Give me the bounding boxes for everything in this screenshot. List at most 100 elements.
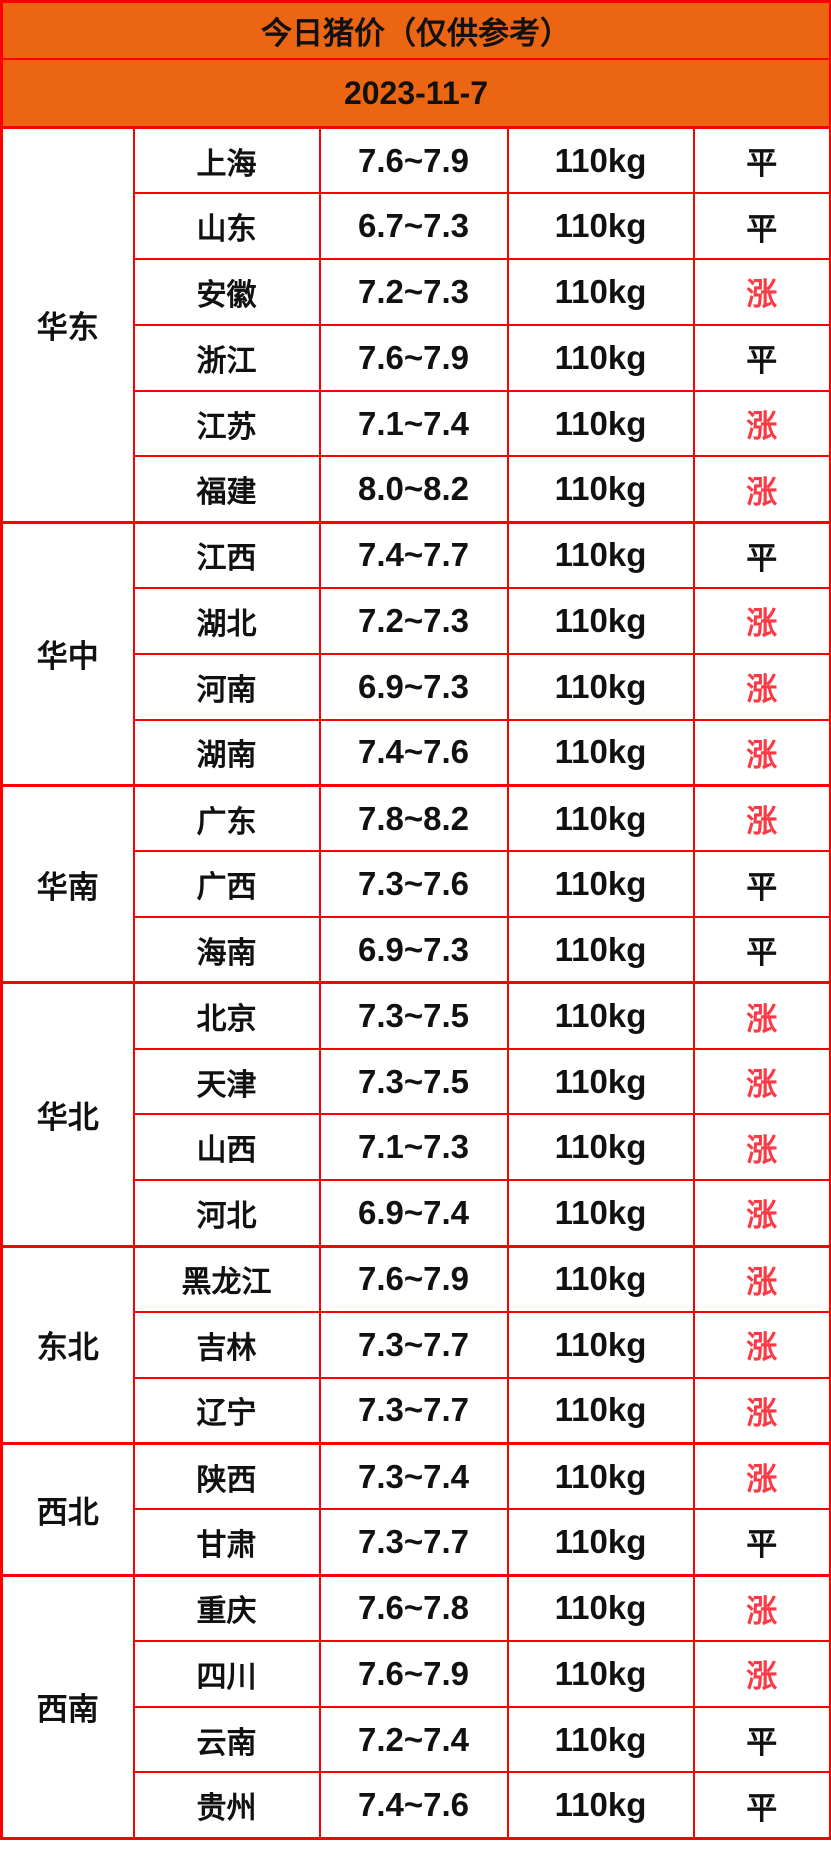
province-cell: 四川 (132, 1639, 321, 1708)
table-row: 云南 7.2~7.4 110kg 平 (2, 1705, 831, 1774)
province-cell: 海南 (132, 916, 321, 984)
trend-cell: 涨 (692, 455, 831, 524)
trend-cell: 涨 (692, 981, 831, 1050)
table-row: 华东 上海 7.6~7.9 110kg 平 (0, 126, 831, 524)
trend-cell: 涨 (692, 718, 831, 787)
trend-cell: 平 (692, 520, 831, 590)
trend-cell: 涨 (692, 1376, 831, 1445)
table-row: 山东 6.7~7.3 110kg 平 (2, 192, 831, 261)
table-row: 江苏 7.1~7.4 110kg 涨 (2, 389, 831, 458)
table-row: 甘肃 7.3~7.7 110kg 平 (2, 1508, 831, 1577)
weight-cell: 110kg (506, 1047, 695, 1116)
weight-cell: 110kg (506, 1244, 695, 1313)
price-cell: 7.2~7.4 (318, 1705, 509, 1774)
weight-cell: 110kg (506, 1639, 695, 1708)
province-cell: 云南 (132, 1705, 321, 1774)
trend-cell: 涨 (692, 1573, 831, 1642)
title-row: 今日猪价（仅供参考） (0, 0, 831, 60)
region-cell: 西北 (0, 1441, 135, 1577)
table-row: 吉林 7.3~7.7 110kg 涨 (2, 1310, 831, 1379)
trend-cell: 涨 (692, 652, 831, 721)
weight-cell: 110kg (506, 587, 695, 655)
price-cell: 7.3~7.7 (318, 1508, 509, 1577)
table-row: 湖南 7.4~7.6 110kg 涨 (2, 718, 831, 787)
price-cell: 7.6~7.9 (318, 323, 509, 392)
province-cell: 浙江 (132, 323, 321, 392)
trend-cell: 涨 (692, 258, 831, 326)
weight-cell: 110kg (506, 389, 695, 458)
weight-cell: 110kg (506, 916, 695, 984)
price-cell: 7.1~7.4 (318, 389, 509, 458)
province-cell: 山西 (132, 1113, 321, 1182)
weight-cell: 110kg (506, 850, 695, 919)
weight-cell: 110kg (506, 1310, 695, 1379)
table-row: 广西 7.3~7.6 110kg 平 (2, 850, 831, 919)
weight-cell: 110kg (506, 323, 695, 392)
trend-cell: 涨 (692, 1310, 831, 1379)
price-cell: 7.3~7.5 (318, 1047, 509, 1116)
province-cell: 陕西 (132, 1441, 321, 1511)
price-cell: 7.3~7.7 (318, 1310, 509, 1379)
region-cell: 西南 (0, 1573, 135, 1840)
price-cell: 7.3~7.5 (318, 981, 509, 1050)
price-cell: 7.3~7.4 (318, 1441, 509, 1511)
province-cell: 北京 (132, 981, 321, 1050)
date-row: 2023-11-7 (0, 58, 831, 129)
region-cell: 华中 (0, 520, 135, 787)
trend-cell: 涨 (692, 389, 831, 458)
table-row: 华北 北京 7.3~7.5 110kg 涨 (0, 981, 831, 1248)
price-cell: 6.9~7.3 (318, 652, 509, 721)
weight-cell: 110kg (506, 126, 695, 195)
trend-cell: 平 (692, 192, 831, 261)
province-cell: 河北 (132, 1179, 321, 1248)
region-cell: 华南 (0, 783, 135, 984)
weight-cell: 110kg (506, 1573, 695, 1642)
price-cell: 7.6~7.8 (318, 1573, 509, 1642)
province-cell: 贵州 (132, 1771, 321, 1840)
price-cell: 7.8~8.2 (318, 783, 509, 853)
province-cell: 河南 (132, 652, 321, 721)
weight-cell: 110kg (506, 1705, 695, 1774)
trend-cell: 平 (692, 916, 831, 984)
price-cell: 7.3~7.7 (318, 1376, 509, 1445)
region-cell: 东北 (0, 1244, 135, 1445)
table-row: 华南 广东 7.8~8.2 110kg 涨 (0, 783, 831, 984)
province-cell: 上海 (132, 126, 321, 195)
table-row: 福建 8.0~8.2 110kg 涨 (2, 455, 831, 524)
price-cell: 6.7~7.3 (318, 192, 509, 261)
table-row: 浙江 7.6~7.9 110kg 平 (2, 323, 831, 392)
table-row: 华中 江西 7.4~7.7 110kg 平 (0, 520, 831, 787)
table-row: 湖北 7.2~7.3 110kg 涨 (2, 587, 831, 655)
price-cell: 7.6~7.9 (318, 126, 509, 195)
trend-cell: 涨 (692, 1441, 831, 1511)
trend-cell: 涨 (692, 1639, 831, 1708)
weight-cell: 110kg (506, 520, 695, 590)
province-cell: 福建 (132, 455, 321, 524)
region-cell: 华东 (0, 126, 135, 524)
price-cell: 7.6~7.9 (318, 1244, 509, 1313)
price-cell: 7.4~7.6 (318, 718, 509, 787)
province-cell: 山东 (132, 192, 321, 261)
province-cell: 广西 (132, 850, 321, 919)
price-cell: 7.2~7.3 (318, 587, 509, 655)
price-cell: 6.9~7.4 (318, 1179, 509, 1248)
weight-cell: 110kg (506, 652, 695, 721)
province-cell: 广东 (132, 783, 321, 853)
table-row: 河北 6.9~7.4 110kg 涨 (2, 1179, 831, 1248)
region-cell: 华北 (0, 981, 135, 1248)
trend-cell: 平 (692, 1771, 831, 1840)
weight-cell: 110kg (506, 718, 695, 787)
weight-cell: 110kg (506, 981, 695, 1050)
table-row: 河南 6.9~7.3 110kg 涨 (2, 652, 831, 721)
table-row: 山西 7.1~7.3 110kg 涨 (2, 1113, 831, 1182)
table-row: 辽宁 7.3~7.7 110kg 涨 (2, 1376, 831, 1445)
price-cell: 8.0~8.2 (318, 455, 509, 524)
trend-cell: 平 (692, 1705, 831, 1774)
table-row: 天津 7.3~7.5 110kg 涨 (2, 1047, 831, 1116)
weight-cell: 110kg (506, 1508, 695, 1577)
weight-cell: 110kg (506, 1179, 695, 1248)
date-label: 2023-11-7 (0, 58, 831, 129)
trend-cell: 涨 (692, 1244, 831, 1313)
price-cell: 7.3~7.6 (318, 850, 509, 919)
